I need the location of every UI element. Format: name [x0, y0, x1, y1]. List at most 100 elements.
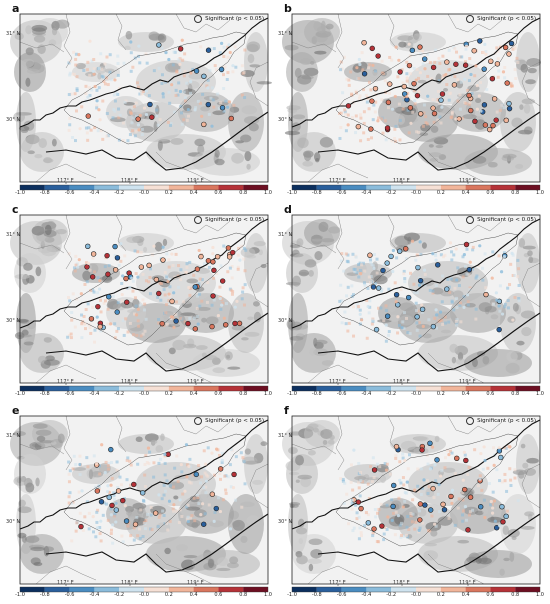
station-marker-nonsig	[136, 123, 141, 127]
grid-cell	[152, 475, 156, 479]
grid-cell	[365, 298, 369, 302]
terrain-shade	[399, 315, 414, 326]
station-marker	[456, 116, 462, 122]
station-marker	[78, 523, 84, 530]
station-marker	[367, 252, 373, 258]
terrain-shade	[16, 318, 30, 323]
grid-cell	[481, 467, 485, 471]
terrain-shade	[314, 251, 323, 261]
station-marker-nonsig	[172, 291, 176, 295]
station-marker-nonsig	[167, 57, 171, 62]
terrain-shade	[421, 242, 427, 249]
grid-cell	[185, 81, 189, 85]
grid-cell	[347, 522, 351, 526]
station-marker-nonsig	[371, 63, 375, 68]
grid-cell	[459, 301, 463, 305]
grid-cell	[166, 120, 170, 124]
grid-cell	[467, 513, 471, 517]
station-marker	[373, 326, 380, 333]
grid-cell	[145, 460, 149, 464]
station-marker	[152, 510, 159, 516]
grid-cell	[440, 300, 444, 304]
grid-cell	[144, 52, 148, 56]
terrain-shade	[300, 476, 312, 488]
grid-cell	[339, 111, 343, 115]
grid-cell	[240, 297, 244, 301]
grid-cell	[115, 460, 119, 464]
terrain-shade	[20, 129, 28, 133]
grid-cell	[141, 298, 145, 302]
grid-cell	[161, 95, 165, 99]
terrain-shade	[224, 351, 233, 361]
grid-cell	[111, 541, 115, 545]
terrain-shade	[150, 439, 158, 444]
station-marker-nonsig	[79, 292, 83, 296]
station-marker-nonsig	[376, 119, 380, 123]
grid-cell	[111, 116, 115, 120]
station-marker	[396, 248, 403, 254]
station-marker-nonsig	[172, 503, 176, 507]
grid-cell	[403, 277, 407, 281]
grid-cell	[188, 260, 192, 264]
grid-cell	[72, 454, 76, 458]
grid-cell	[136, 250, 140, 254]
terrain-shade	[154, 241, 163, 252]
station-marker	[380, 267, 386, 274]
grid-cell	[97, 86, 101, 90]
grid-cell	[86, 465, 90, 469]
grid-cell	[84, 261, 88, 265]
legend-text: Significant (p < 0.05)	[477, 217, 536, 223]
grid-cell	[509, 484, 513, 488]
grid-cell	[234, 455, 238, 459]
grid-cell	[498, 284, 502, 288]
grid-cell	[67, 128, 71, 132]
grid-cell	[143, 463, 147, 467]
grid-cell	[446, 494, 450, 498]
grid-cell	[452, 253, 456, 257]
grid-cell	[381, 131, 385, 135]
county-boundary	[19, 13, 269, 183]
grid-cell	[362, 121, 366, 125]
grid-cell	[125, 478, 129, 482]
lat-label: 31° N	[6, 31, 21, 37]
grid-cell	[359, 479, 363, 483]
grid-cell	[69, 336, 73, 340]
terrain-shade	[319, 136, 334, 148]
grid-cell	[478, 474, 482, 478]
grid-cell	[515, 56, 519, 60]
station-marker	[106, 294, 112, 300]
station-marker-nonsig	[95, 99, 99, 103]
grid-cell	[361, 68, 365, 72]
station-marker	[209, 491, 216, 497]
terrain-shade	[55, 229, 67, 235]
grid-cell	[517, 296, 521, 300]
terrain-shade	[423, 550, 439, 561]
station-marker-nonsig	[437, 483, 441, 487]
grid-cell	[165, 252, 169, 256]
grid-cell	[360, 263, 364, 267]
grid-cell	[211, 98, 215, 102]
terrain-shade	[18, 125, 30, 131]
grid-cell	[340, 252, 344, 256]
terrain-shade	[309, 347, 316, 356]
station-marker	[419, 306, 426, 313]
grid-cell	[75, 297, 79, 301]
grid-cell	[466, 88, 470, 92]
grid-cell	[362, 281, 366, 285]
grid-cell	[241, 290, 245, 294]
grid-cell	[384, 339, 388, 343]
grid-cell	[212, 47, 216, 51]
grid-cell	[180, 122, 184, 126]
grid-cell	[496, 57, 500, 61]
grid-cell	[129, 463, 133, 467]
county-boundary	[19, 415, 269, 585]
grid-cell	[197, 282, 201, 286]
grid-cell	[183, 320, 187, 324]
station-marker-nonsig	[95, 461, 99, 466]
grid-cell	[375, 540, 379, 544]
legend-text: Significant (p < 0.05)	[205, 418, 264, 424]
terrain-shade	[505, 362, 520, 374]
terrain-shade	[511, 117, 523, 128]
grid-cell	[513, 295, 517, 299]
grid-cell	[406, 535, 410, 539]
